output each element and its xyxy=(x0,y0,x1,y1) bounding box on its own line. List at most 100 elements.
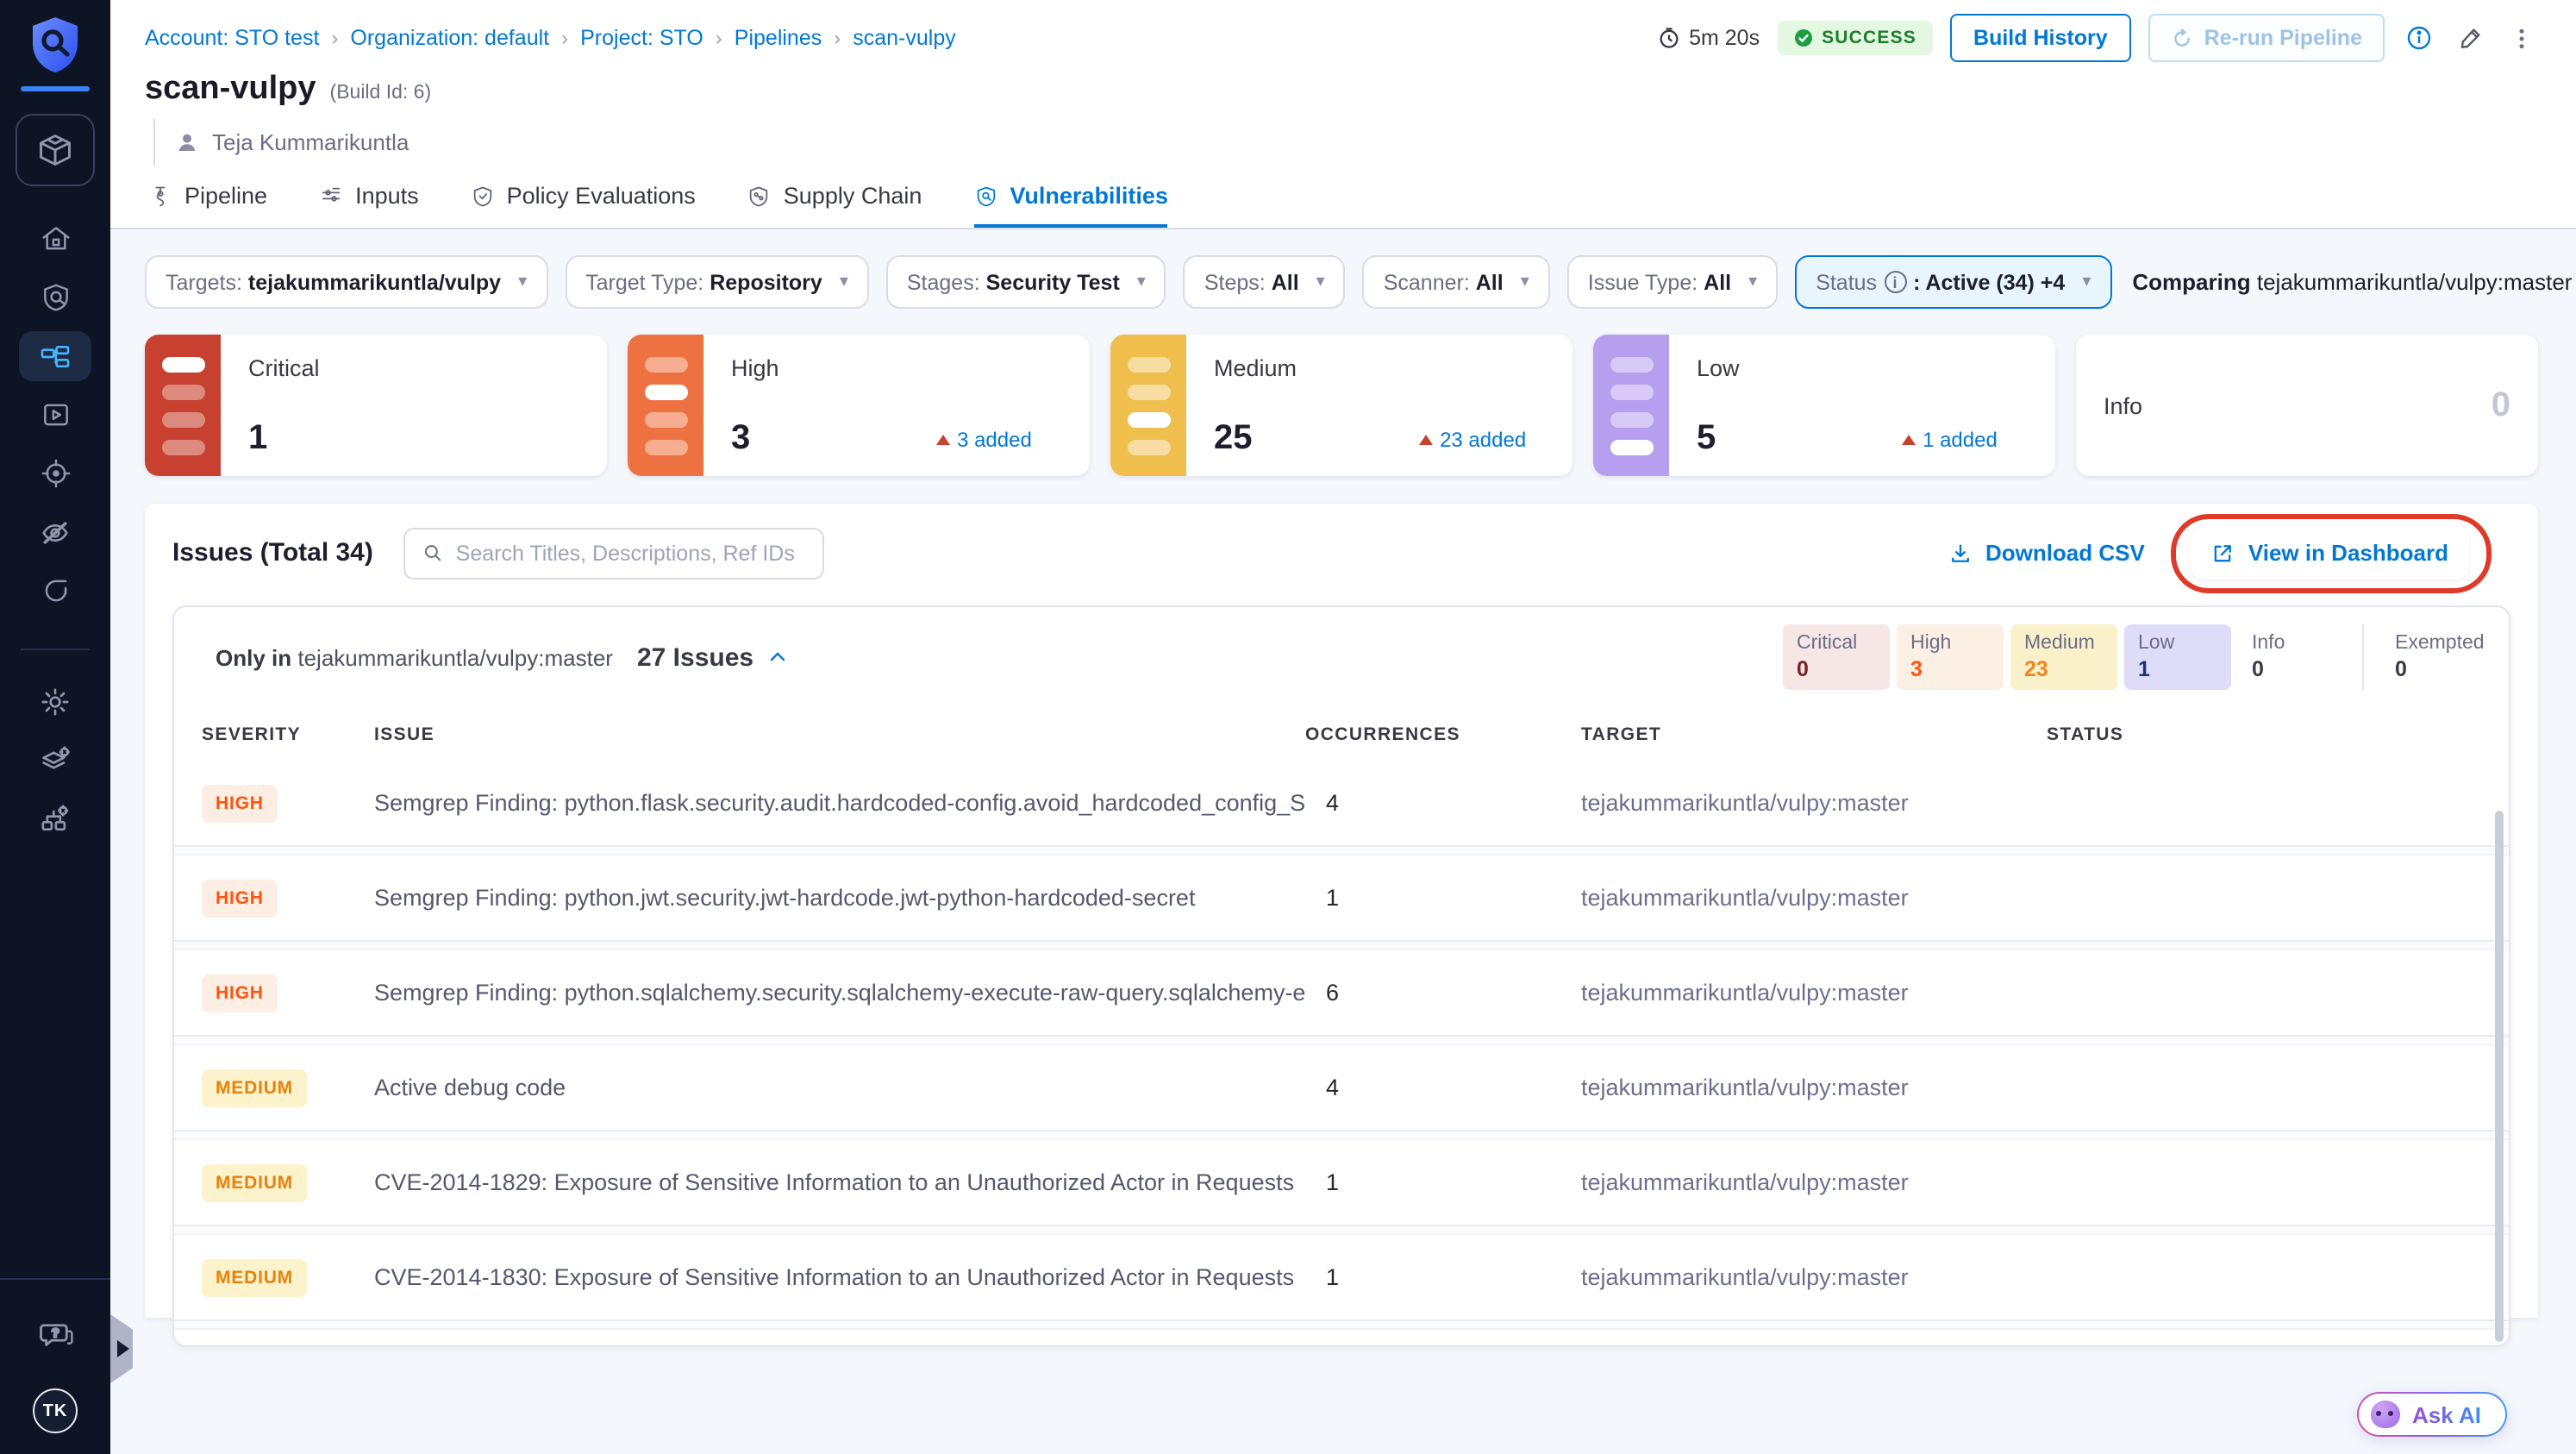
sto-logo-icon[interactable] xyxy=(29,16,81,74)
table-row[interactable]: MEDIUM Active debug code 4 tejakummariku… xyxy=(174,1045,2509,1130)
table-row[interactable]: MEDIUM CVE-2016-9243: Improper input val… xyxy=(174,1330,2509,1345)
author-name: Teja Kummarikuntla xyxy=(212,129,410,155)
critical-card[interactable]: Critical 1 xyxy=(145,335,607,476)
help-chat-button[interactable]: ? xyxy=(19,1311,91,1361)
cube-icon xyxy=(40,135,71,166)
sidebar-item-settings[interactable] xyxy=(19,676,91,726)
table-row[interactable]: HIGH Semgrep Finding: python.sqlalchemy.… xyxy=(174,950,2509,1035)
get-started-icon xyxy=(44,580,66,602)
org-gear-icon xyxy=(41,804,69,830)
stages-filter[interactable]: Stages: Security Test ▾ xyxy=(885,255,1166,309)
chip-info[interactable]: Info 0 xyxy=(2252,633,2285,681)
group-count-toggle[interactable]: 27 Issues xyxy=(637,642,788,672)
supply-chain-shield-icon xyxy=(750,185,768,206)
low-added-delta: 1 added xyxy=(1902,427,1998,451)
comparing-text: Comparing tejakummarikuntla/vulpy:master… xyxy=(2132,269,2573,295)
info-card[interactable]: Info 0 xyxy=(2076,335,2538,476)
edit-pipeline-button[interactable] xyxy=(2454,21,2488,55)
sidebar-item-home[interactable] xyxy=(19,214,91,264)
table-row[interactable]: HIGH Semgrep Finding: python.jwt.securit… xyxy=(174,855,2509,940)
status-filter[interactable]: Status i : Active (34) +4 ▾ xyxy=(1795,255,2112,309)
chip-low[interactable]: Low 1 xyxy=(2124,624,2231,690)
targets-filter[interactable]: Targets: tejakummarikuntla/vulpy ▾ xyxy=(145,255,548,309)
low-card[interactable]: Low 5 1 added xyxy=(1593,335,2055,476)
home-icon xyxy=(41,227,69,250)
view-in-dashboard-button[interactable]: View in Dashboard xyxy=(2189,526,2469,580)
severity-chip-row: Critical 0 High 3 Medium 23 Low 1 Info 0 Exem… xyxy=(1783,624,2488,690)
chip-exempted[interactable]: Exempted 0 xyxy=(2395,633,2485,681)
help-chat-icon: ? xyxy=(39,1324,72,1346)
module-selector-button[interactable] xyxy=(16,114,95,186)
build-id: (Build Id: 6) xyxy=(329,83,432,103)
sidebar-item-overview[interactable] xyxy=(19,273,91,323)
tab-supply-chain[interactable]: Supply Chain xyxy=(747,183,922,228)
medium-added-delta: 23 added xyxy=(1419,427,1526,451)
external-link-icon xyxy=(2214,544,2231,561)
sidebar-item-org-settings[interactable] xyxy=(19,793,91,843)
rerun-pipeline-button[interactable]: Re-run Pipeline xyxy=(2148,14,2385,62)
table-row[interactable]: MEDIUM CVE-2014-1829: Exposure of Sensit… xyxy=(174,1140,2509,1225)
sidebar-item-pipelines[interactable] xyxy=(19,331,91,381)
severity-badge: HIGH xyxy=(202,974,278,1012)
sidebar-item-targets[interactable] xyxy=(19,448,91,498)
breadcrumb-chevron: › xyxy=(331,26,339,50)
table-row[interactable]: HIGH Semgrep Finding: python.flask.secur… xyxy=(174,761,2509,845)
ai-robot-icon xyxy=(2371,1401,2401,1428)
sidebar-item-executions[interactable] xyxy=(19,390,91,440)
info-icon: i xyxy=(1884,271,1907,293)
sidebar-item-exemptions[interactable] xyxy=(19,507,91,557)
severity-badge: HIGH xyxy=(202,879,278,917)
sidebar-item-default-settings[interactable] xyxy=(19,735,91,785)
info-button[interactable] xyxy=(2402,21,2436,55)
issue-type-filter[interactable]: Issue Type: All ▾ xyxy=(1566,255,1779,309)
status-badge: SUCCESS xyxy=(1777,21,1933,55)
kebab-menu-icon xyxy=(2519,28,2524,48)
chip-high[interactable]: High 3 xyxy=(1897,624,2004,690)
chevron-down-icon: ▾ xyxy=(1316,273,1325,291)
tab-vulnerabilities[interactable]: Vulnerabilities xyxy=(973,183,1168,228)
user-avatar[interactable]: TK xyxy=(33,1388,78,1433)
table-scrollbar[interactable] xyxy=(2495,811,2504,1342)
breadcrumb: Account: STO test › Organization: default… xyxy=(145,26,956,50)
issues-panel: Issues (Total 34) Download CSV xyxy=(145,504,2538,1347)
ask-ai-button[interactable]: Ask AI xyxy=(2357,1392,2507,1437)
chip-critical[interactable]: Critical 0 xyxy=(1783,624,1890,690)
tab-pipeline[interactable]: Pipeline xyxy=(148,183,267,228)
steps-filter[interactable]: Steps: All ▾ xyxy=(1183,255,1346,309)
page-header: Account: STO test › Organization: default… xyxy=(110,0,2576,229)
medium-bar-icon xyxy=(1110,335,1186,476)
sidebar-item-get-started[interactable] xyxy=(19,566,91,616)
breadcrumb-current[interactable]: scan-vulpy xyxy=(853,26,956,50)
breadcrumb-pipelines[interactable]: Pipelines xyxy=(734,26,822,50)
build-history-button[interactable]: Build History xyxy=(1949,14,2132,62)
high-card[interactable]: High 3 3 added xyxy=(628,335,1090,476)
medium-card[interactable]: Medium 25 23 added xyxy=(1110,335,1572,476)
search-icon xyxy=(425,545,442,561)
chip-medium[interactable]: Medium 23 xyxy=(2010,624,2117,690)
issues-search[interactable] xyxy=(403,527,825,579)
sidebar: ? TK xyxy=(0,0,110,1454)
svg-text:?: ? xyxy=(51,1326,59,1340)
critical-bar-icon xyxy=(145,335,221,476)
breadcrumb-project[interactable]: Project: STO xyxy=(580,26,703,50)
scan-shield-icon xyxy=(43,284,67,311)
severity-cards: Critical 1 High 3 3 added xyxy=(145,335,2538,476)
search-input[interactable] xyxy=(455,541,806,565)
triangle-up-icon xyxy=(1902,434,1916,444)
table-row[interactable]: MEDIUM CVE-2014-1830: Exposure of Sensit… xyxy=(174,1235,2509,1319)
group-label: Only in tejakummarikuntla/vulpy:master xyxy=(216,644,613,670)
download-csv-button[interactable]: Download CSV xyxy=(1949,540,2145,566)
target-type-filter[interactable]: Target Type: Repository ▾ xyxy=(565,255,869,309)
gear-icon xyxy=(41,687,69,715)
breadcrumb-account[interactable]: Account: STO test xyxy=(145,26,320,50)
tab-inputs[interactable]: Inputs xyxy=(319,183,419,228)
scanner-filter[interactable]: Scanner: All ▾ xyxy=(1362,255,1550,309)
low-bar-icon xyxy=(1593,335,1669,476)
executions-icon xyxy=(43,404,67,426)
build-duration: 5m 20s xyxy=(1656,26,1760,50)
tab-policy-evaluations[interactable]: Policy Evaluations xyxy=(471,183,696,228)
more-options-button[interactable] xyxy=(2505,22,2538,54)
severity-badge: MEDIUM xyxy=(202,1163,307,1201)
layers-gear-icon xyxy=(42,745,70,768)
breadcrumb-org[interactable]: Organization: default xyxy=(350,26,550,50)
